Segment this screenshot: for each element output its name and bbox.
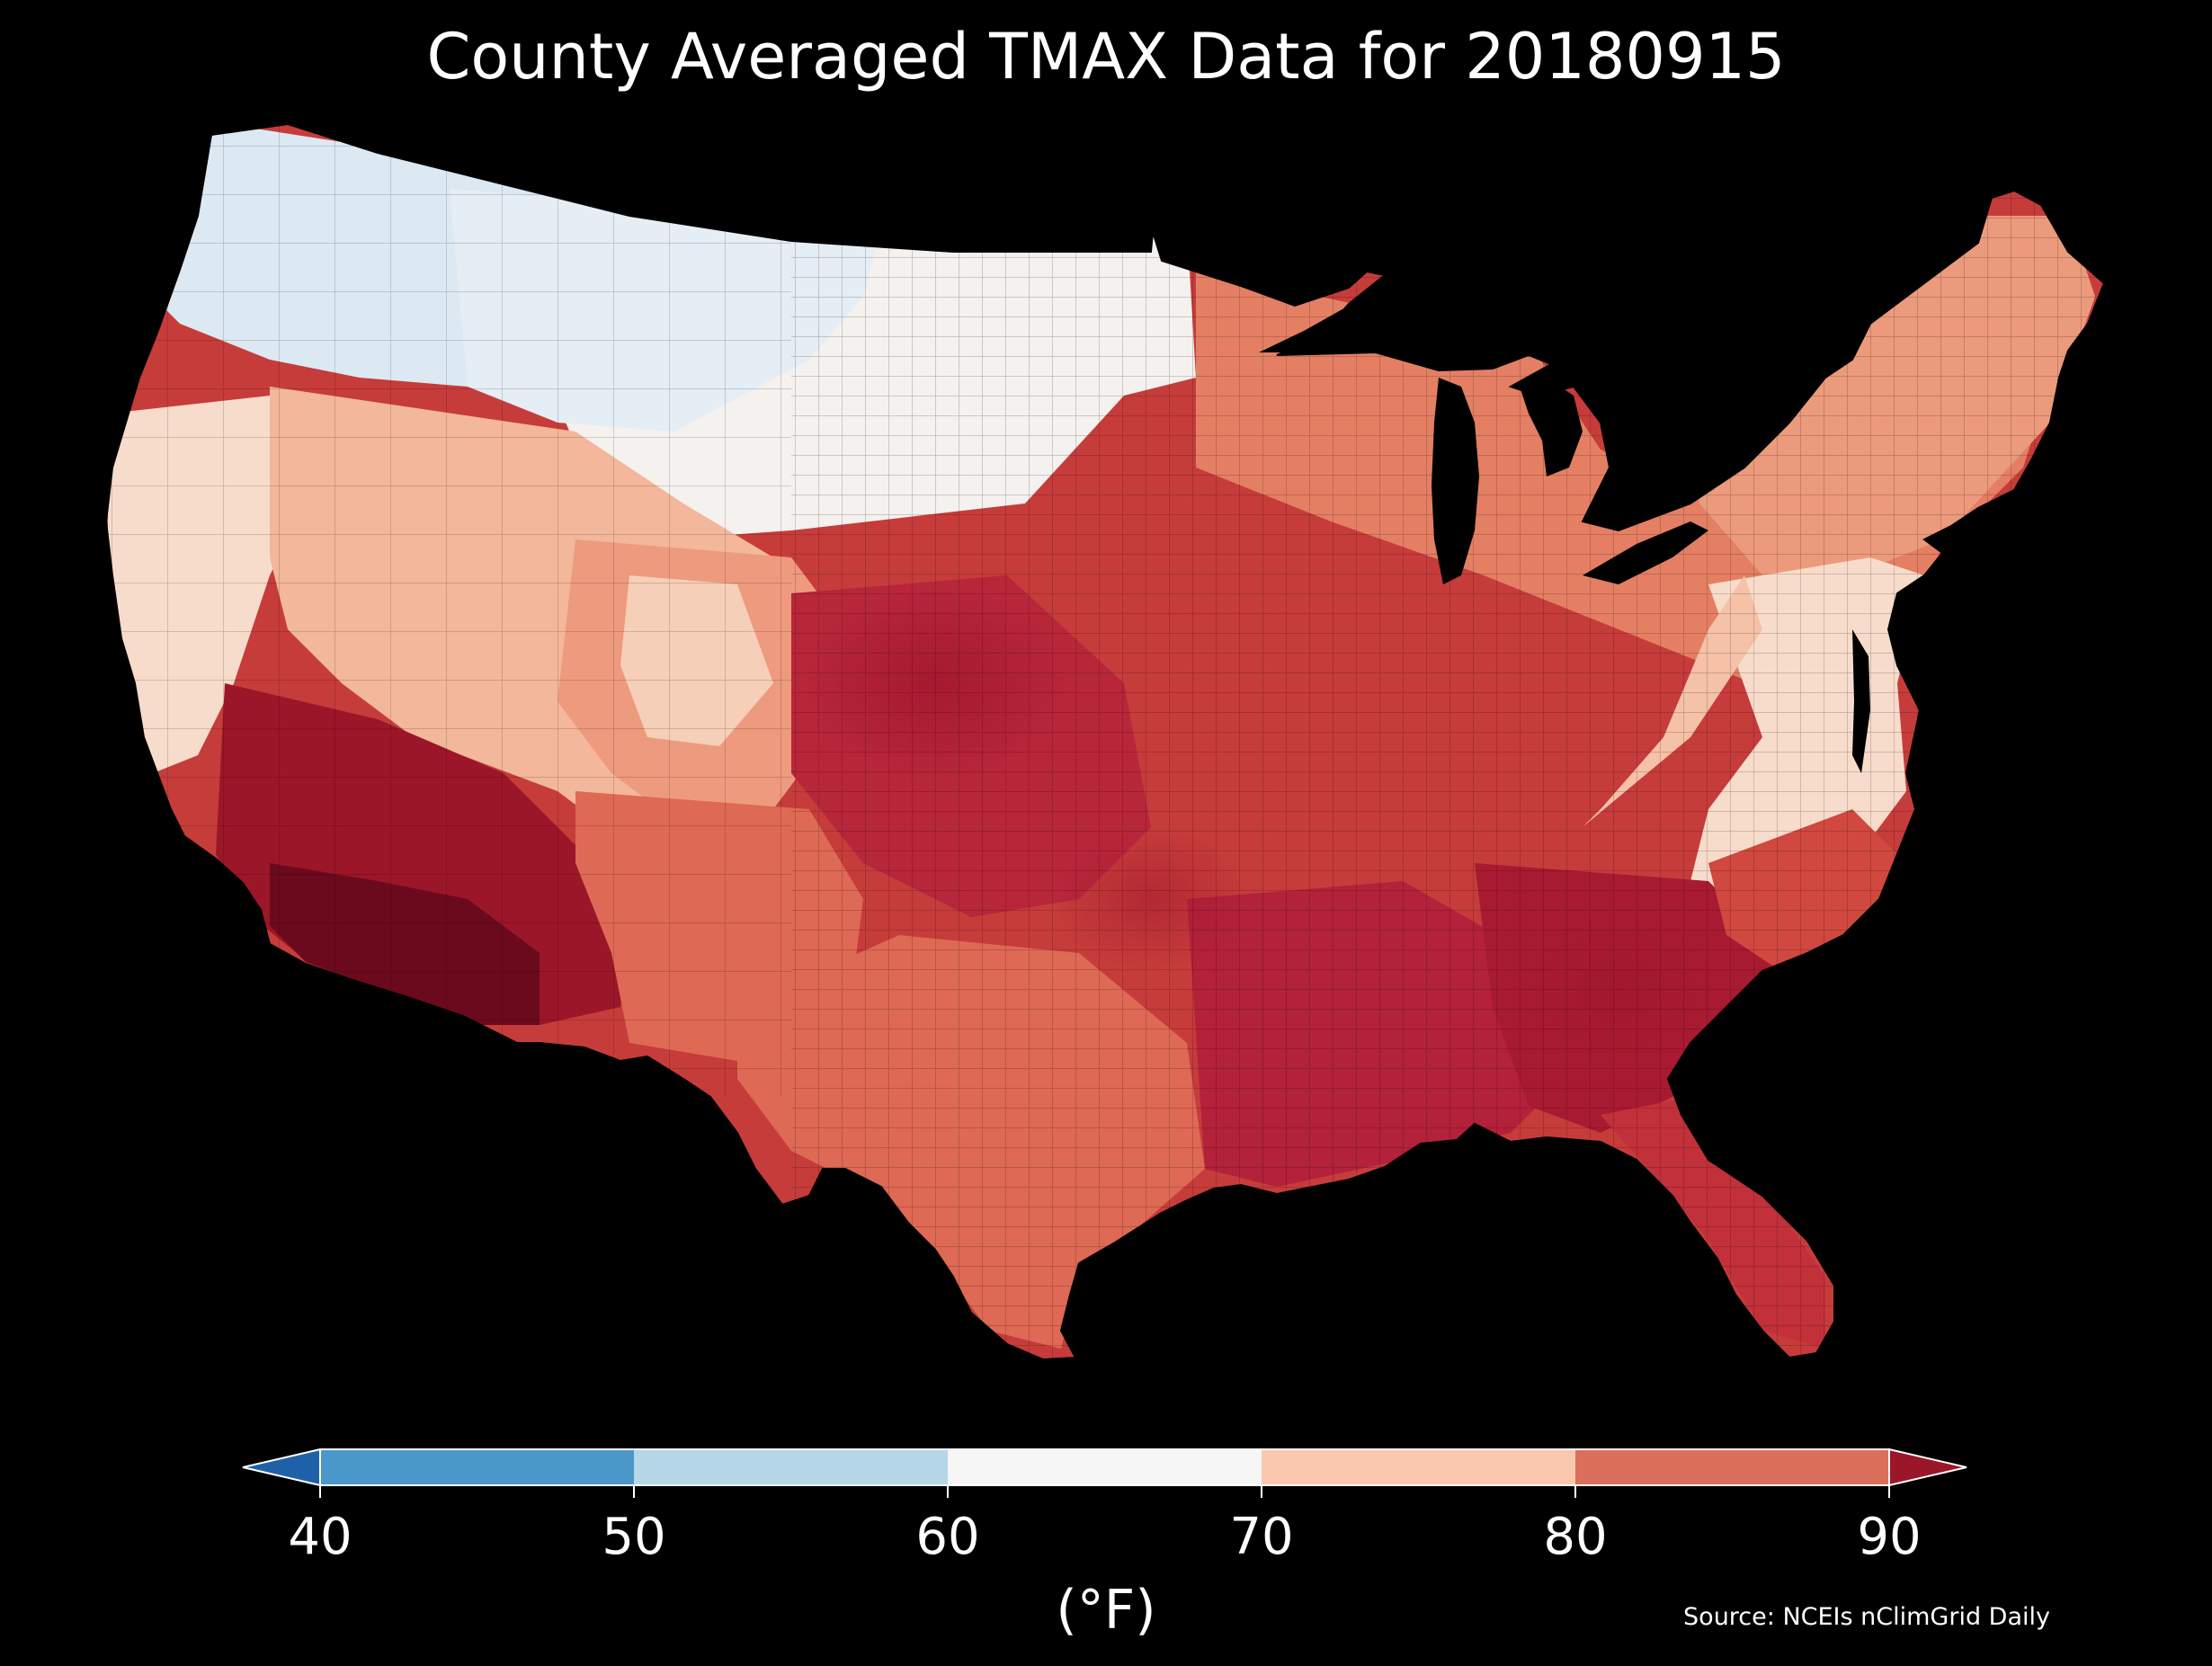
colorbar-frame — [319, 1448, 1890, 1486]
colorbar-tick-label: 60 — [915, 1508, 980, 1566]
colorbar-tick-label: 90 — [1857, 1508, 1922, 1566]
colorbar-bin — [634, 1449, 948, 1485]
colorbar-bin — [1575, 1449, 1889, 1485]
source-credit: Source: NCEIs nClimGrid Daily — [1683, 1603, 2050, 1631]
lake-superior — [1259, 290, 1389, 352]
colorbar-tick-label: 80 — [1543, 1508, 1608, 1566]
colorbar-under-arrow — [242, 1448, 321, 1487]
lake-huron — [1520, 378, 1583, 477]
lake-erie — [1583, 521, 1708, 584]
colorbar-tick-label: 70 — [1229, 1508, 1294, 1566]
colorbar-bin — [1262, 1449, 1575, 1485]
colorbar-over-arrow — [1888, 1448, 1967, 1487]
chesapeake-bay — [1852, 629, 1870, 773]
colorbar-tick-label: 40 — [288, 1508, 352, 1566]
colorbar-unit-label: (°F) — [1056, 1579, 1156, 1642]
colorbar-bin — [320, 1449, 634, 1485]
map-title: County Averaged TMAX Data for 20180915 — [426, 20, 1786, 94]
lake-michigan — [1432, 378, 1479, 584]
colorbar-tick-label: 50 — [602, 1508, 666, 1566]
colorbar-bin — [948, 1449, 1262, 1485]
